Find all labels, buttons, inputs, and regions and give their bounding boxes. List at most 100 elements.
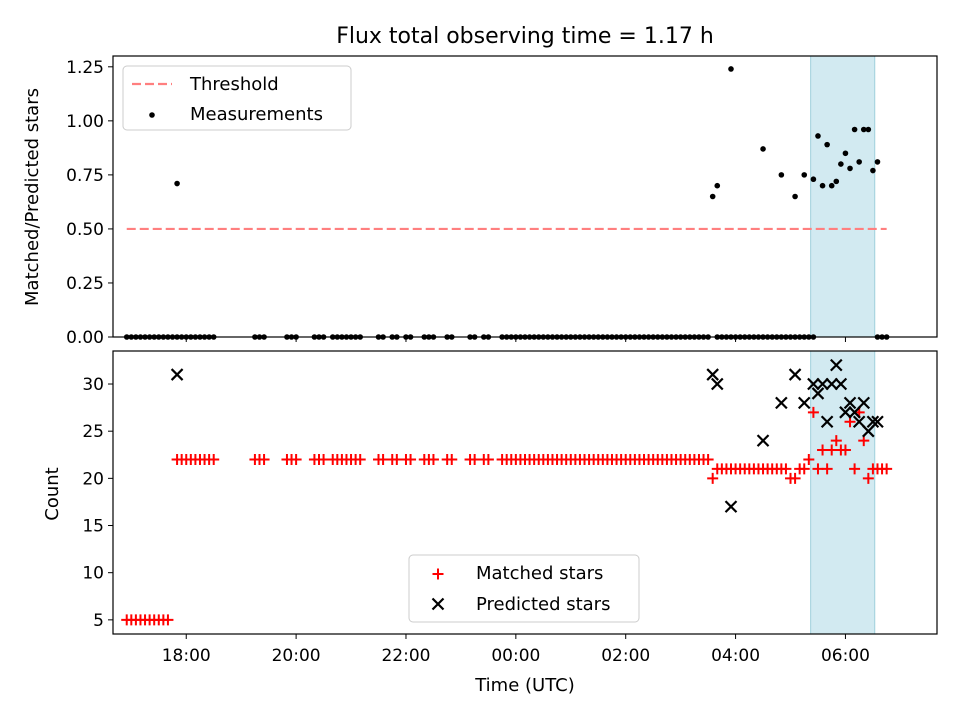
top-panel: 0.00 0.25 0.50 0.75 1.00 1.25 Threshold Measure… [66, 55, 938, 348]
matched-star-point [862, 472, 874, 484]
matched-star-point [798, 463, 810, 475]
measurement-point [815, 133, 821, 139]
plot-frame [112, 55, 938, 338]
matched-star-point [789, 472, 801, 484]
measurement-point [865, 126, 872, 133]
measurement-point [778, 172, 785, 178]
x-tick-label: 02:00 [601, 646, 650, 666]
predicted-star-point [710, 377, 724, 391]
plot-frame [112, 350, 938, 635]
measurement-point [709, 193, 716, 200]
legend-measurement-label: Measurements [190, 104, 323, 125]
predicted-star-point [848, 406, 861, 419]
y-tick-label: 1.25 [66, 58, 104, 78]
observing-window-band [810, 55, 876, 338]
matched-star-point [290, 453, 302, 465]
predicted-star-point [756, 434, 770, 447]
measurement-point [810, 176, 817, 183]
x-tick-label: 00:00 [491, 646, 540, 666]
measurement-point [870, 167, 876, 174]
measurement-point [728, 66, 734, 72]
matched-star-point [849, 463, 861, 475]
matched-star-point [702, 453, 714, 465]
x-axis-label: Time (UTC) [474, 675, 575, 696]
bottom-legend: Matched stars Predicted stars [408, 554, 640, 623]
top-y-axis-label: Matched/Predicted stars [22, 88, 43, 306]
measurement-point [838, 161, 844, 167]
measurement-point [824, 141, 830, 148]
predicted-star-point [843, 396, 857, 410]
observing-window-band [810, 350, 876, 635]
measurement-point [856, 159, 862, 165]
measurement-point [760, 146, 766, 152]
bottom-panel: 18:00 20:00 22:00 00:00 02:00 04:00 06:00 5 10 15… [82, 350, 938, 666]
measurement-point [833, 178, 840, 185]
predicted-star-point [862, 424, 875, 438]
predicted-star-point [834, 377, 848, 391]
x-tick-label: 22:00 [381, 646, 430, 666]
bottom-y-axis-label: Count [42, 467, 63, 520]
predicted-star-point [825, 377, 838, 391]
matched-star-point [707, 472, 719, 484]
y-tick-label: 30 [82, 375, 104, 395]
y-tick-label: 0.00 [66, 328, 104, 348]
matched-star-point [803, 453, 815, 465]
y-tick-label: 1.00 [66, 112, 104, 132]
measurement-point [792, 193, 798, 200]
measurement-point [842, 150, 849, 157]
matched-star-point [258, 453, 270, 465]
legend-predicted-swatch [431, 597, 445, 611]
predicted-star-point [820, 415, 834, 429]
legend-matched-label: Matched stars [476, 563, 603, 584]
x-tick-label: 20:00 [272, 646, 321, 666]
x-tick-label: 18:00 [162, 646, 211, 666]
matched-star-point [830, 435, 842, 447]
x-tick-label: 06:00 [821, 646, 870, 666]
y-tick-label: 10 [82, 564, 104, 584]
matched-star-point [839, 444, 851, 456]
measurement-point [860, 126, 867, 133]
measurement-point [828, 182, 835, 189]
matched-star-point [405, 453, 417, 465]
predicted-star-point [706, 368, 719, 381]
predicted-star-point [816, 377, 829, 391]
x-tick-label: 04:00 [711, 646, 760, 666]
matched-star-point [482, 453, 494, 465]
chart-title: Flux total observing time = 1.17 h [336, 24, 714, 49]
y-tick-label: 0.25 [66, 274, 104, 294]
matched-star-point [354, 453, 366, 465]
measurement-point [851, 126, 858, 133]
matched-star-point [208, 453, 220, 465]
predicted-star-point [852, 415, 866, 429]
matched-star-point [821, 463, 833, 475]
measurement-point [874, 159, 881, 165]
measurement-point [174, 180, 180, 187]
measurement-point [847, 165, 853, 172]
legend-threshold-label: Threshold [189, 74, 279, 95]
y-tick-label: 20 [82, 469, 104, 489]
matched-star-point [162, 614, 174, 626]
measurement-point [819, 182, 826, 189]
legend-box [122, 65, 352, 131]
matched-star-point [780, 463, 792, 475]
predicted-star-point [857, 396, 871, 410]
top-legend: Threshold Measurements [122, 65, 352, 131]
matched-star-point [881, 463, 893, 475]
predicted-star-point [775, 396, 788, 410]
predicted-star-point [170, 368, 184, 381]
predicted-star-point [797, 396, 811, 410]
predicted-star-point [724, 500, 738, 513]
predicted-star-point [839, 406, 852, 419]
matched-star-point [427, 453, 439, 465]
y-tick-label: 0.75 [66, 166, 104, 186]
legend-measurement-swatch [149, 112, 155, 118]
y-tick-label: 25 [82, 422, 104, 442]
predicted-star-point [811, 387, 825, 400]
measurement-point [714, 182, 721, 189]
y-tick-label: 0.50 [66, 220, 104, 240]
measurement-point [801, 172, 808, 178]
legend-box [408, 554, 640, 623]
predicted-star-point [871, 415, 884, 429]
y-tick-label: 15 [82, 517, 104, 537]
